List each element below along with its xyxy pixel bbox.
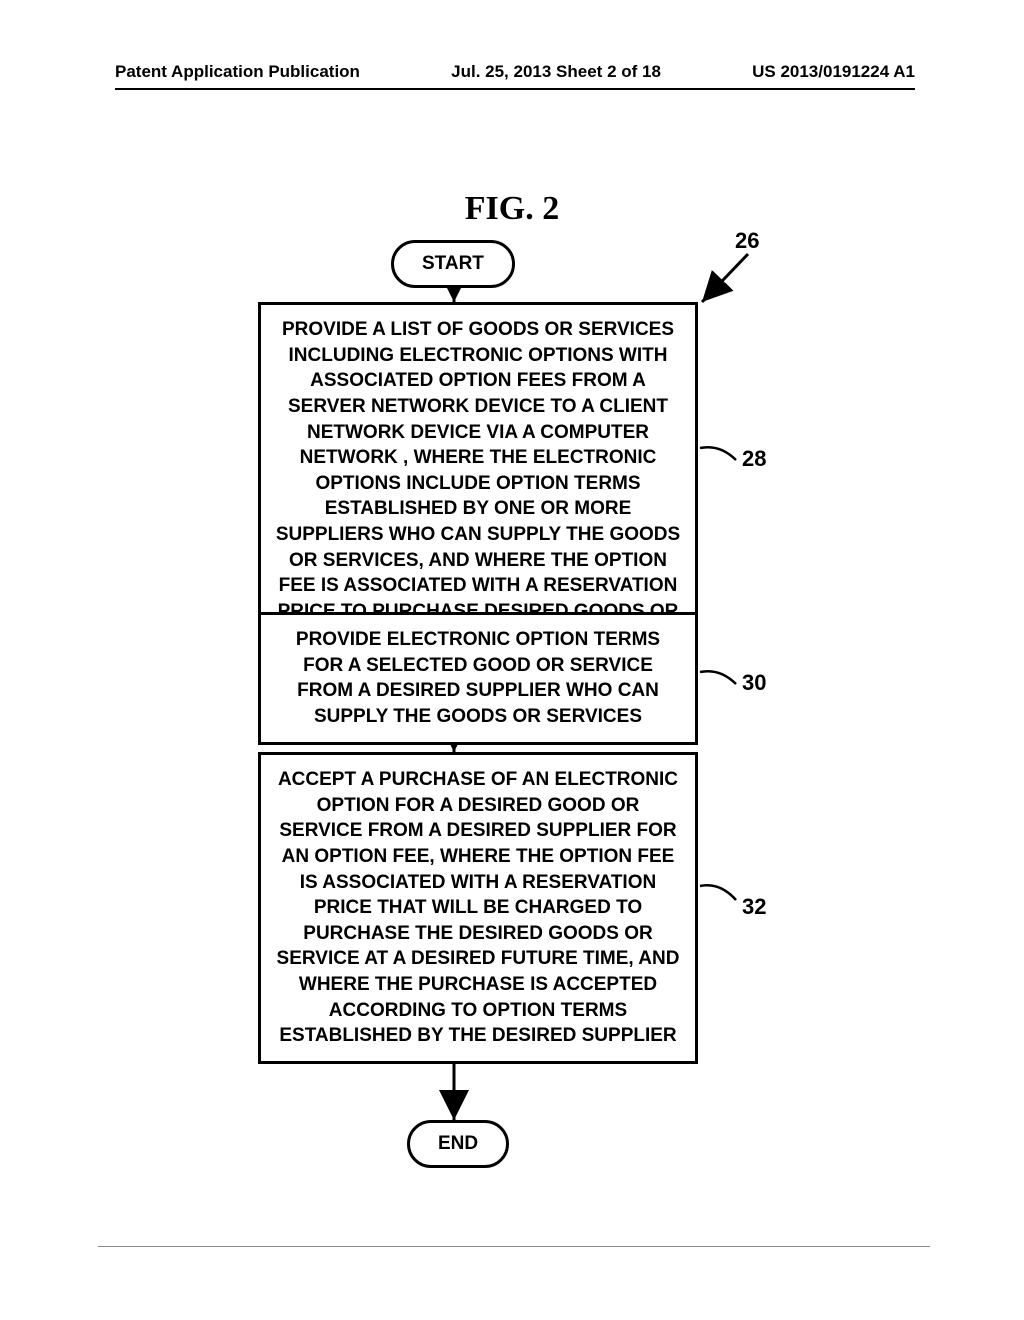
process-step-32: ACCEPT A PURCHASE OF AN ELECTRONIC OPTIO… <box>258 752 698 1064</box>
header-left: Patent Application Publication <box>115 62 360 82</box>
ref-label-28: 28 <box>742 446 766 472</box>
header-center: Jul. 25, 2013 Sheet 2 of 18 <box>451 62 661 82</box>
patent-figure-page: Patent Application Publication Jul. 25, … <box>0 0 1024 1320</box>
page-header: Patent Application Publication Jul. 25, … <box>115 62 915 90</box>
figure-title: FIG. 2 <box>0 190 1024 228</box>
ref-label-32: 32 <box>742 894 766 920</box>
start-terminal: START <box>391 240 515 288</box>
process-step-30: PROVIDE ELECTRONIC OPTION TERMS FOR A SE… <box>258 612 698 745</box>
header-right: US 2013/0191224 A1 <box>752 62 915 82</box>
ref-label-26: 26 <box>735 228 759 254</box>
ref-label-30: 30 <box>742 670 766 696</box>
end-terminal: END <box>407 1120 509 1168</box>
process-step-28: PROVIDE A LIST OF GOODS OR SERVICES INCL… <box>258 302 698 665</box>
page-bottom-rule <box>98 1246 930 1247</box>
